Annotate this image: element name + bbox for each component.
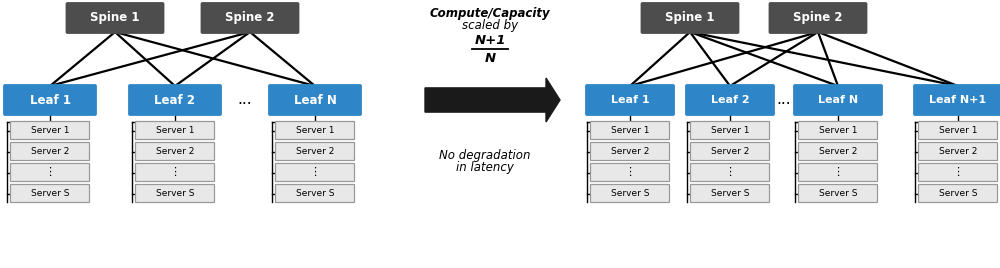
Text: Server 2: Server 2 (31, 147, 69, 156)
FancyBboxPatch shape (914, 85, 1000, 115)
Text: ⋮: ⋮ (724, 168, 736, 177)
Text: Leaf 1: Leaf 1 (30, 94, 70, 106)
FancyBboxPatch shape (798, 163, 878, 181)
Text: Server 2: Server 2 (711, 147, 749, 156)
Text: Server S: Server S (939, 189, 977, 198)
Text: Compute/Capacity: Compute/Capacity (430, 8, 550, 20)
Text: ⋮: ⋮ (309, 168, 321, 177)
FancyBboxPatch shape (136, 121, 214, 140)
Text: Server S: Server S (296, 189, 334, 198)
FancyBboxPatch shape (798, 184, 878, 203)
FancyBboxPatch shape (918, 121, 998, 140)
Text: ⋮: ⋮ (44, 168, 56, 177)
Text: ⋮: ⋮ (624, 168, 636, 177)
Text: Server S: Server S (611, 189, 649, 198)
Text: N+1: N+1 (474, 34, 506, 47)
FancyBboxPatch shape (770, 3, 866, 33)
FancyBboxPatch shape (642, 3, 738, 33)
FancyBboxPatch shape (686, 85, 774, 115)
Text: N: N (484, 51, 496, 65)
FancyBboxPatch shape (690, 163, 770, 181)
Text: No degradation: No degradation (439, 148, 531, 162)
Polygon shape (425, 78, 560, 122)
Text: ...: ... (238, 92, 252, 107)
FancyBboxPatch shape (794, 85, 882, 115)
Text: Leaf 2: Leaf 2 (711, 95, 749, 105)
FancyBboxPatch shape (10, 143, 90, 161)
Text: Leaf N: Leaf N (294, 94, 336, 106)
Text: Server 2: Server 2 (819, 147, 857, 156)
FancyBboxPatch shape (798, 143, 878, 161)
Text: Server 2: Server 2 (156, 147, 194, 156)
Text: Server S: Server S (711, 189, 749, 198)
Text: Server 1: Server 1 (156, 126, 194, 135)
Text: Server S: Server S (31, 189, 69, 198)
Text: Server 2: Server 2 (611, 147, 649, 156)
FancyBboxPatch shape (136, 143, 214, 161)
Text: Spine 1: Spine 1 (665, 12, 715, 24)
Text: ...: ... (777, 92, 791, 107)
FancyBboxPatch shape (10, 121, 90, 140)
FancyBboxPatch shape (269, 85, 361, 115)
Text: Leaf 2: Leaf 2 (154, 94, 196, 106)
FancyBboxPatch shape (690, 143, 770, 161)
FancyBboxPatch shape (590, 121, 670, 140)
Text: Leaf 1: Leaf 1 (611, 95, 649, 105)
Text: ⋮: ⋮ (832, 168, 844, 177)
FancyBboxPatch shape (10, 163, 90, 181)
FancyBboxPatch shape (918, 163, 998, 181)
FancyBboxPatch shape (10, 184, 90, 203)
FancyBboxPatch shape (66, 3, 164, 33)
FancyBboxPatch shape (4, 85, 96, 115)
Text: scaled by: scaled by (462, 20, 518, 32)
FancyBboxPatch shape (590, 163, 670, 181)
Text: Server S: Server S (819, 189, 857, 198)
FancyBboxPatch shape (798, 121, 878, 140)
FancyBboxPatch shape (136, 163, 214, 181)
FancyBboxPatch shape (918, 143, 998, 161)
Text: ⋮: ⋮ (169, 168, 181, 177)
Text: Server 1: Server 1 (711, 126, 749, 135)
Text: ⋮: ⋮ (952, 168, 964, 177)
FancyBboxPatch shape (690, 121, 770, 140)
Text: in latency: in latency (456, 161, 514, 173)
FancyBboxPatch shape (590, 143, 670, 161)
Text: Server S: Server S (156, 189, 194, 198)
FancyBboxPatch shape (136, 184, 214, 203)
Text: Server 1: Server 1 (939, 126, 977, 135)
FancyBboxPatch shape (586, 85, 674, 115)
Text: Server 1: Server 1 (31, 126, 69, 135)
FancyBboxPatch shape (202, 3, 298, 33)
FancyBboxPatch shape (129, 85, 221, 115)
FancyBboxPatch shape (276, 163, 354, 181)
Text: Server 2: Server 2 (296, 147, 334, 156)
FancyBboxPatch shape (276, 121, 354, 140)
FancyBboxPatch shape (276, 184, 354, 203)
Text: Spine 2: Spine 2 (793, 12, 843, 24)
Text: Spine 2: Spine 2 (225, 12, 275, 24)
Text: Server 1: Server 1 (611, 126, 649, 135)
FancyBboxPatch shape (276, 143, 354, 161)
FancyBboxPatch shape (918, 184, 998, 203)
Text: Server 1: Server 1 (296, 126, 334, 135)
FancyBboxPatch shape (690, 184, 770, 203)
Text: Leaf N+1: Leaf N+1 (929, 95, 987, 105)
Text: Leaf N: Leaf N (818, 95, 858, 105)
FancyBboxPatch shape (590, 184, 670, 203)
Text: Spine 1: Spine 1 (90, 12, 140, 24)
Text: Server 2: Server 2 (939, 147, 977, 156)
Text: Server 1: Server 1 (819, 126, 857, 135)
